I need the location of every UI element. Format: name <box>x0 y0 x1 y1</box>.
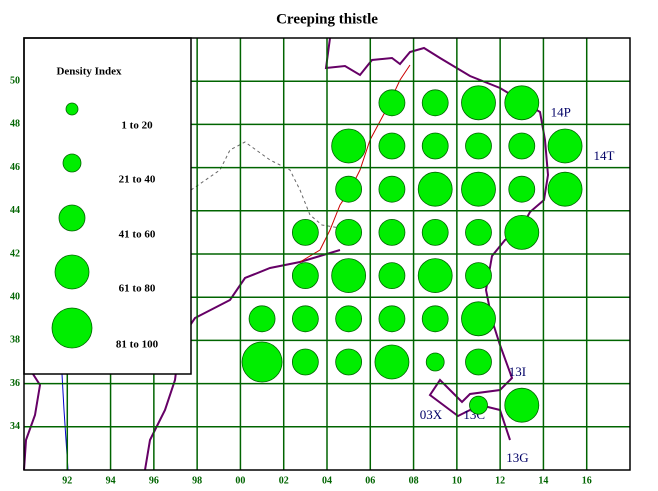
x-tick-label: 96 <box>149 475 159 486</box>
x-tick-label: 08 <box>409 475 419 486</box>
x-tick-label: 00 <box>235 475 245 486</box>
density-bubble <box>378 89 406 117</box>
x-tick-label: 14 <box>538 475 548 486</box>
density-bubble <box>465 132 492 160</box>
legend-swatch <box>58 204 86 232</box>
y-tick-label: 40 <box>10 291 20 302</box>
frame <box>23 37 631 471</box>
y-tick-label: 36 <box>10 378 20 389</box>
density-bubble <box>508 132 536 160</box>
x-tick-label: 98 <box>192 475 202 486</box>
y-tick-label: 46 <box>10 162 20 173</box>
legend-label: 61 to 80 <box>119 283 156 295</box>
density-bubble <box>335 305 363 333</box>
density-bubble <box>504 85 540 121</box>
x-tick-label: 12 <box>495 475 505 486</box>
density-bubble <box>291 262 319 290</box>
density-bubble <box>378 218 406 246</box>
legend-title: Density Index <box>56 66 122 78</box>
density-bubble <box>378 175 406 203</box>
cell-label: 14T <box>594 148 615 163</box>
x-tick-label: 16 <box>582 475 592 486</box>
x-tick-label: 02 <box>279 475 289 486</box>
density-bubble <box>465 218 492 246</box>
density-bubble <box>248 305 276 333</box>
legend-swatch <box>62 153 82 173</box>
density-bubble <box>417 171 453 207</box>
legend: Density Index 1 to 20 21 to 40 41 to 60 61 … <box>23 37 192 375</box>
density-bubble <box>465 348 492 376</box>
density-bubble <box>469 395 488 415</box>
density-bubble <box>378 132 406 160</box>
legend-swatch <box>54 254 90 290</box>
cell-label: 03X <box>420 407 443 422</box>
legend-label: 21 to 40 <box>119 174 156 186</box>
density-bubble <box>421 218 449 246</box>
density-bubble <box>241 341 283 383</box>
density-bubble <box>461 301 496 337</box>
density-bubble <box>421 89 449 117</box>
x-tick-label: 92 <box>62 475 72 486</box>
density-bubble <box>504 214 540 250</box>
density-bubble <box>374 344 410 380</box>
legend-swatch <box>65 102 79 116</box>
x-tick-label: 06 <box>365 475 375 486</box>
density-bubble <box>291 348 319 376</box>
density-bubble <box>335 348 363 376</box>
density-bubble <box>331 128 367 164</box>
density-bubble <box>378 305 406 333</box>
density-bubble <box>417 258 453 294</box>
legend-box <box>23 37 192 375</box>
density-bubble <box>504 387 540 423</box>
cell-label: 14P <box>551 105 571 120</box>
y-tick-label: 42 <box>10 248 20 259</box>
y-tick-label: 48 <box>10 119 20 130</box>
density-bubble <box>508 175 536 203</box>
legend-label: 81 to 100 <box>116 339 159 351</box>
legend-label: 1 to 20 <box>121 120 153 132</box>
density-bubble <box>378 262 406 290</box>
density-bubble <box>335 175 363 203</box>
density-bubble <box>461 171 496 207</box>
density-bubble <box>461 85 496 121</box>
x-tick-label: 94 <box>106 475 116 486</box>
map-title: Creeping thistle <box>276 11 378 27</box>
density-bubble <box>421 132 449 160</box>
density-bubble <box>291 218 319 246</box>
density-bubble <box>547 171 583 207</box>
cell-label: 13I <box>509 364 526 379</box>
y-tick-label: 38 <box>10 335 20 346</box>
legend-label: 41 to 60 <box>119 229 156 241</box>
x-tick-label: 10 <box>452 475 462 486</box>
density-bubble <box>547 128 583 164</box>
x-tick-label: 04 <box>322 475 332 486</box>
density-bubble <box>291 305 319 333</box>
y-tick-label: 44 <box>10 205 20 216</box>
legend-swatch <box>51 307 93 349</box>
density-bubble <box>331 258 367 294</box>
y-tick-label: 50 <box>10 75 20 86</box>
density-bubble <box>335 218 363 246</box>
cell-label: 13G <box>506 450 528 465</box>
density-bubble <box>425 352 445 372</box>
density-bubble <box>465 262 492 290</box>
density-bubble <box>421 305 449 333</box>
y-tick-label: 34 <box>10 421 20 432</box>
